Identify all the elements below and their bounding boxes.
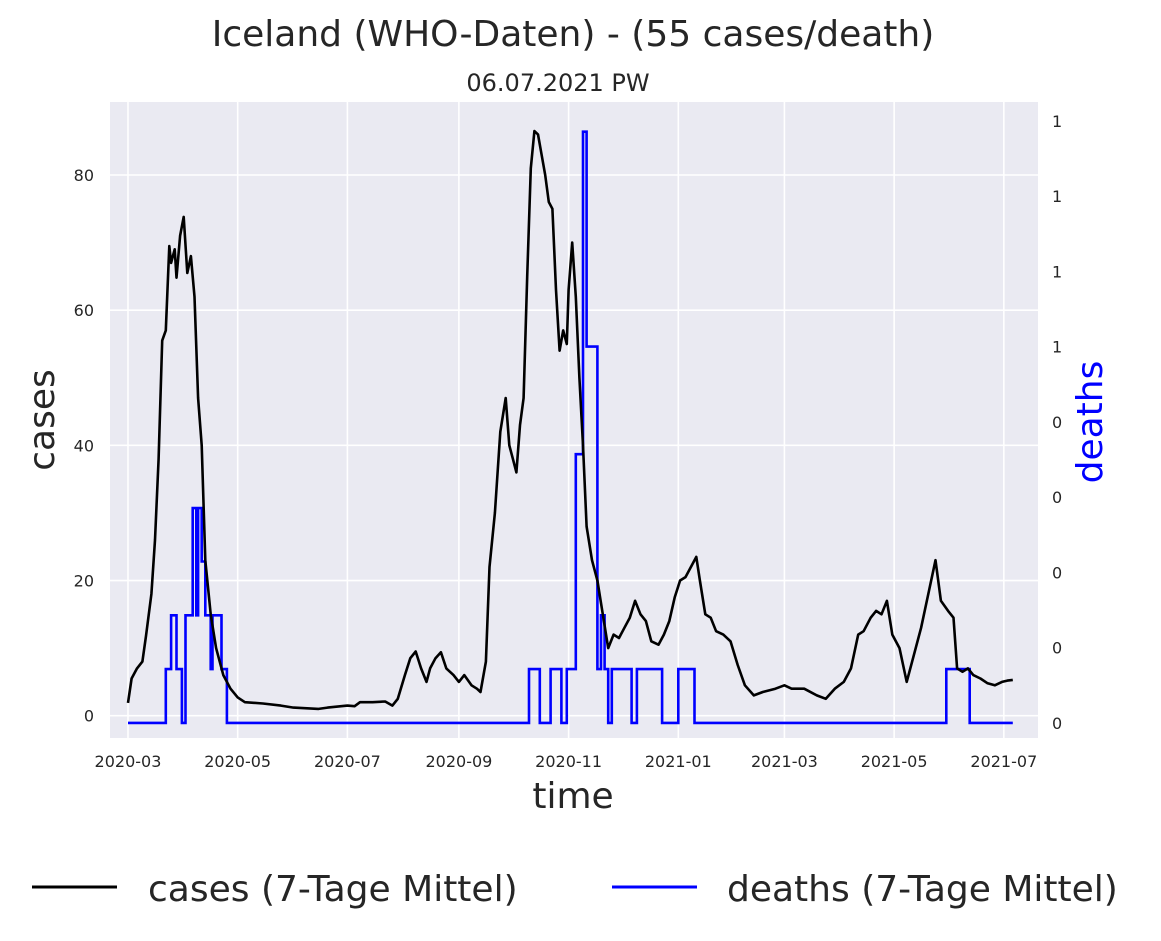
y2-tick-label: 1 — [1052, 112, 1062, 131]
y2-tick-label: 0 — [1052, 413, 1062, 432]
x-axis-label: time — [532, 776, 613, 817]
x-tick-label: 2021-05 — [861, 752, 928, 771]
y-tick-label: 40 — [74, 436, 94, 455]
y2-tick-label: 0 — [1052, 714, 1062, 733]
y2-tick-label: 0 — [1052, 639, 1062, 658]
legend: cases (7-Tage Mittel) deaths (7-Tage Mit… — [32, 869, 1118, 910]
y2-tick-label: 0 — [1052, 488, 1062, 507]
y-tick-label: 80 — [74, 166, 94, 185]
chart-subtitle: 06.07.2021 PW — [466, 69, 649, 97]
y2-tick-label: 1 — [1052, 187, 1062, 206]
series-line-deaths — [128, 130, 1013, 725]
x-tick-label: 2020-03 — [95, 752, 162, 771]
x-tick-label: 2021-07 — [970, 752, 1037, 771]
x-tick-label: 2020-09 — [425, 752, 492, 771]
plot-area — [110, 102, 1038, 738]
y-tick-label: 60 — [74, 301, 94, 320]
series-layer — [126, 129, 1013, 725]
x-tick-label: 2020-07 — [314, 752, 381, 771]
x-tick-label: 2021-01 — [645, 752, 712, 771]
series-line-cases — [126, 129, 1013, 711]
x-tick-label: 2021-03 — [751, 752, 818, 771]
y2-tick-label: 0 — [1052, 563, 1062, 582]
grid-lines — [110, 102, 1038, 738]
x-tick-label: 2020-11 — [535, 752, 602, 771]
chart-title: Iceland (WHO-Daten) - (55 cases/death) — [212, 14, 935, 55]
y-tick-label: 20 — [74, 572, 94, 591]
y-tick-label: 0 — [84, 707, 94, 726]
tick-labels: 2020-03 2020-05 2020-07 2020-09 2020-11 2021-… — [74, 112, 1063, 771]
y-axis-label: cases — [22, 369, 63, 471]
y2-tick-label: 1 — [1052, 338, 1062, 357]
legend-label-cases: cases (7-Tage Mittel) — [148, 869, 518, 910]
legend-label-deaths: deaths (7-Tage Mittel) — [727, 869, 1118, 910]
y2-axis-label: deaths — [1070, 361, 1111, 484]
y2-tick-label: 1 — [1052, 262, 1062, 281]
x-tick-label: 2020-05 — [204, 752, 271, 771]
